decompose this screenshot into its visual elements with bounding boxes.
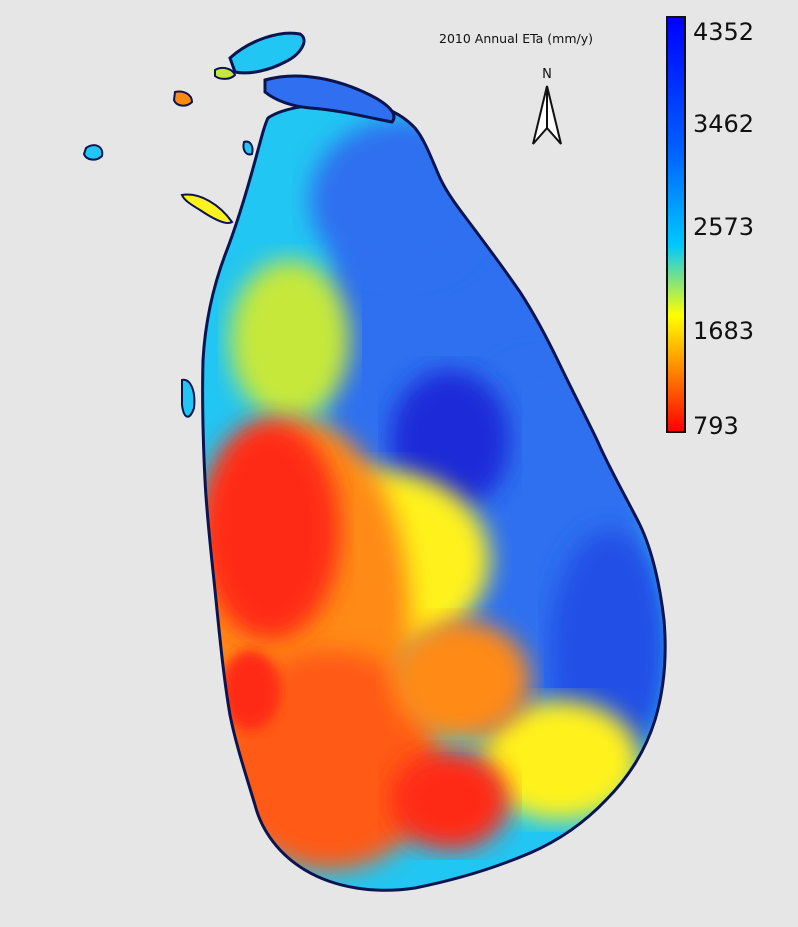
colorbar-tick-3462: 3462 <box>693 110 755 138</box>
north-arrow-label: N <box>542 67 552 82</box>
map-title: 2010 Annual ETa (mm/y) <box>439 31 594 46</box>
colorbar-tick-793: 793 <box>693 412 739 440</box>
island-raster <box>202 101 666 891</box>
north-arrow-icon: N <box>532 67 562 145</box>
northern-islands <box>82 31 396 418</box>
colorbar-legend <box>666 16 686 433</box>
colorbar-tick-2573: 2573 <box>693 213 755 241</box>
colorbar-tick-1683: 1683 <box>693 317 755 345</box>
colorbar-tick-4352: 4352 <box>693 18 755 46</box>
